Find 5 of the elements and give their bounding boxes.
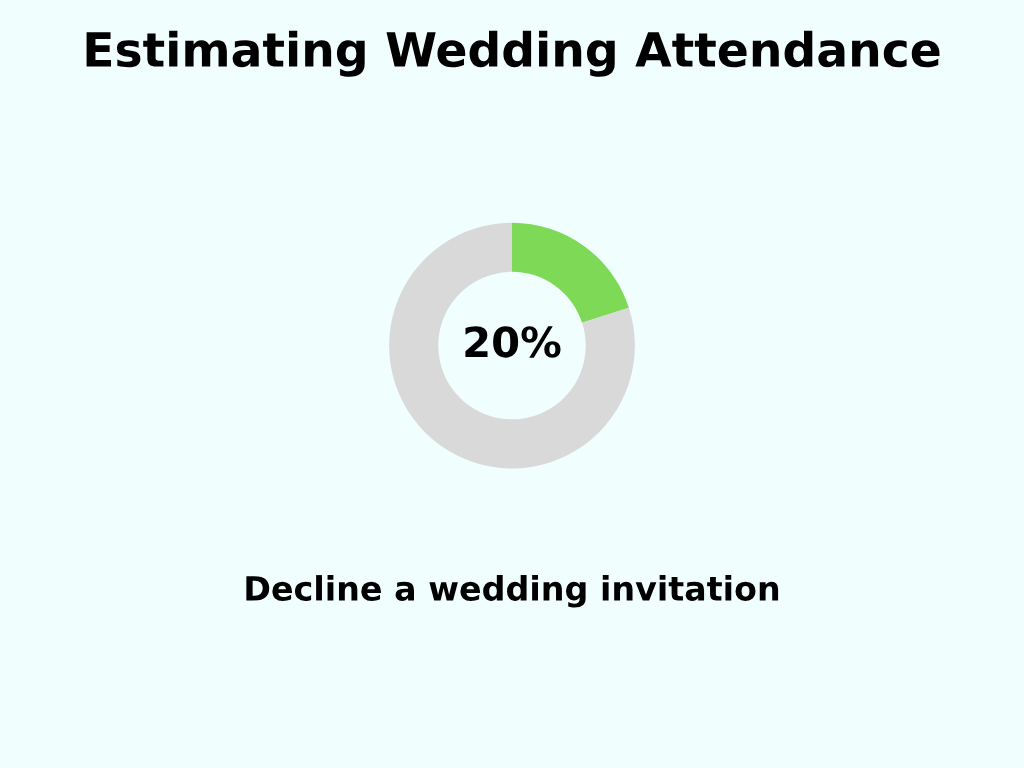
chart-title: Estimating Wedding Attendance: [86, 30, 940, 77]
donut-slice: [389, 222, 635, 469]
donut-slice: [512, 222, 629, 323]
data-label: 20%: [465, 326, 561, 358]
text: Decline a wedding invitation: [246, 575, 779, 608]
